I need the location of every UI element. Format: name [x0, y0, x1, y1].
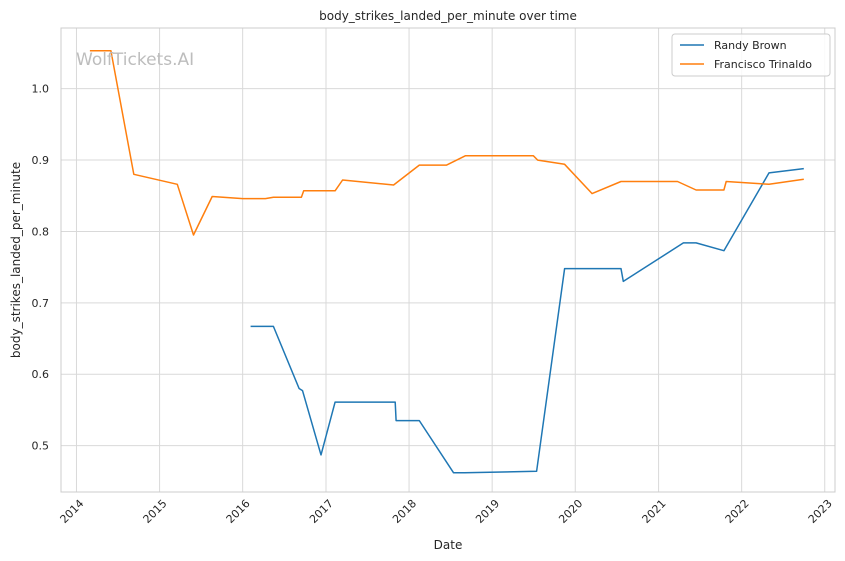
y-tick-label: 0.8 — [32, 225, 50, 238]
x-axis-label: Date — [434, 538, 463, 552]
legend-label-francisco-trinaldo: Francisco Trinaldo — [714, 58, 812, 71]
x-axis-ticks: 2014 2015 2016 2017 2018 2019 2020 2021 2022 2023 — [58, 497, 835, 526]
legend: Randy Brown Francisco Trinaldo — [671, 33, 831, 77]
legend-box — [671, 33, 831, 77]
y-tick-label: 0.5 — [32, 440, 50, 453]
grid — [61, 28, 835, 492]
y-tick-label: 1.0 — [32, 83, 50, 96]
chart-title: body_strikes_landed_per_minute over time — [319, 9, 577, 23]
y-tick-label: 0.6 — [32, 368, 50, 381]
y-axis-label: body_strikes_landed_per_minute — [9, 162, 23, 358]
y-tick-label: 0.9 — [32, 154, 50, 167]
series-layer — [89, 50, 804, 474]
series-line-randy-brown — [250, 167, 804, 474]
legend-label-randy-brown: Randy Brown — [714, 39, 787, 52]
series-line-francisco-trinaldo — [89, 50, 804, 236]
plot-frame — [60, 27, 836, 493]
watermark: WolfTickets.AI — [76, 50, 194, 70]
y-axis-ticks: 0.5 0.6 0.7 0.8 0.9 1.0 — [32, 83, 50, 453]
y-tick-label: 0.7 — [32, 297, 50, 310]
